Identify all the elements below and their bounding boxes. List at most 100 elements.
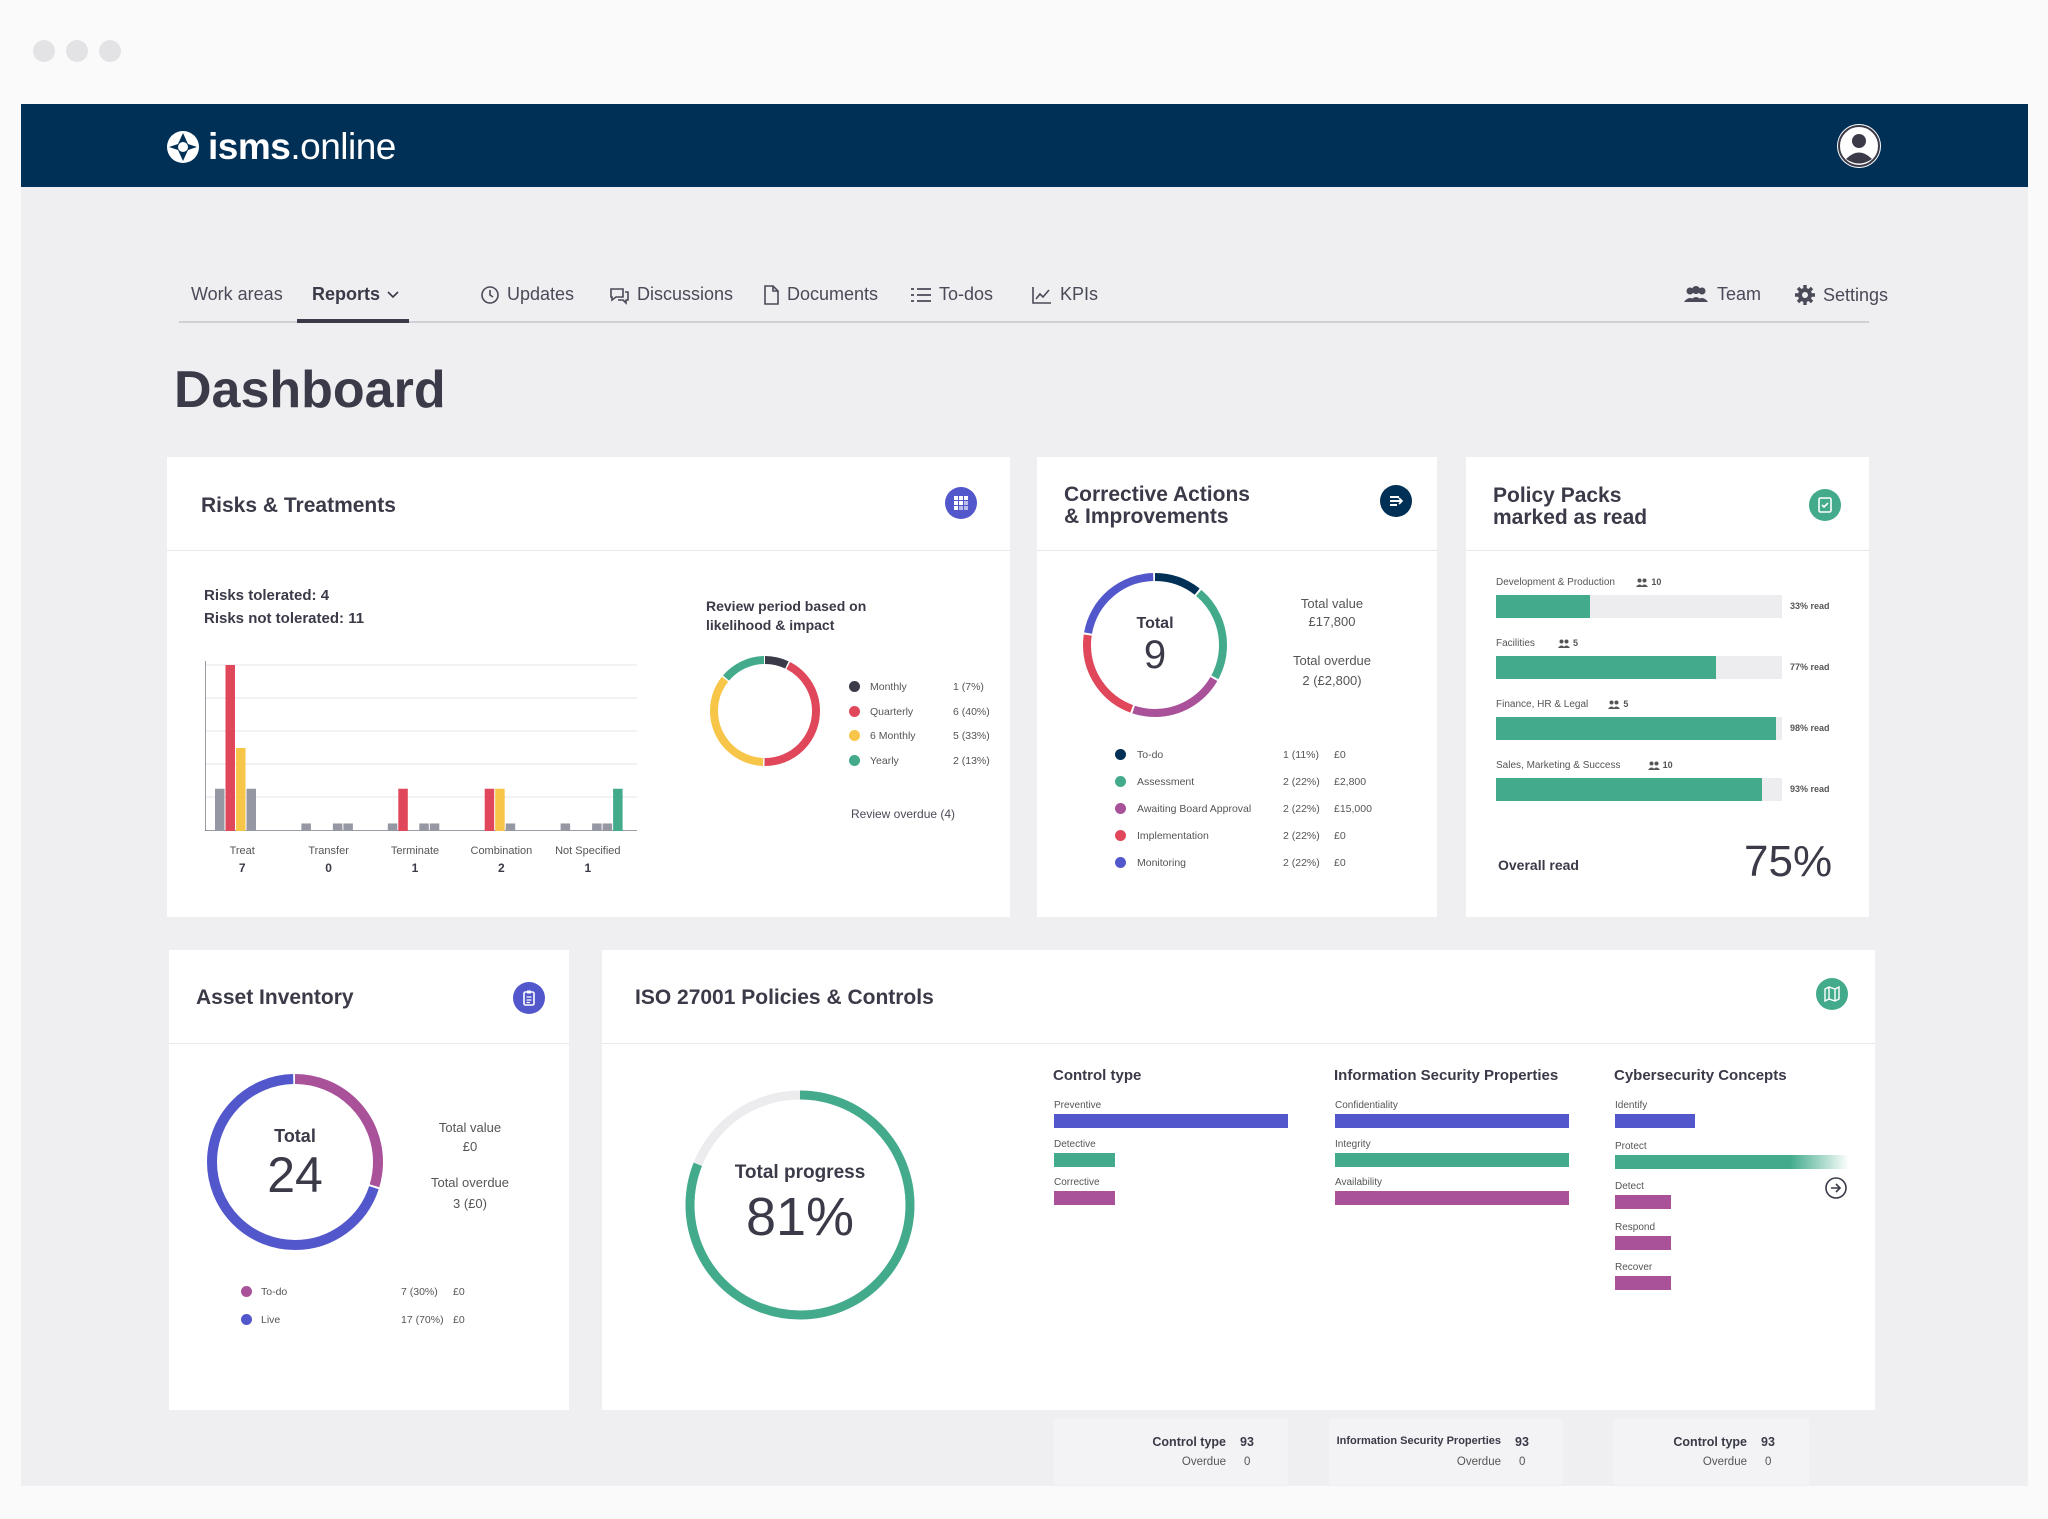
app-window: isms.online Work areas Reports Updates D…	[21, 104, 2028, 1486]
team-icon	[1636, 578, 1649, 587]
next-arrow-button[interactable]	[1824, 1176, 1848, 1205]
window-dot[interactable]	[33, 40, 55, 62]
nav-label: Discussions	[637, 284, 734, 304]
iso-breakdown-columns: Control type Preventive Detective Correctiv…	[602, 950, 1875, 1485]
control-bar[interactable]	[1054, 1114, 1288, 1128]
control-bar[interactable]	[1335, 1191, 1569, 1205]
policy-badge-icon[interactable]	[1809, 489, 1841, 521]
donut-total-label: Total	[1136, 615, 1174, 632]
read-percentage: 33% read	[1790, 601, 1830, 611]
total-overdue-value[interactable]: 3 (£0)	[453, 1196, 487, 1211]
control-bar[interactable]	[1615, 1195, 1672, 1209]
nav-documents[interactable]: Documents	[762, 284, 878, 305]
control-bar[interactable]	[1054, 1152, 1115, 1167]
nav-label: Team	[1717, 284, 1762, 304]
policy-pack-row[interactable]: Sales, Marketing & Success 10 93% read	[1466, 760, 1869, 816]
page-title: Dashboard	[174, 361, 446, 419]
asset-donut-chart	[207, 1074, 383, 1250]
summary-label: Control type	[1673, 1435, 1747, 1449]
nav-updates[interactable]: Updates	[480, 284, 574, 305]
total-overdue-value[interactable]: 2 (£2,800)	[1302, 673, 1362, 688]
overdue-label: Overdue	[1456, 1456, 1501, 1468]
clipboard-icon	[523, 990, 535, 1006]
nav-reports[interactable]: Reports	[312, 284, 399, 305]
nav-label: To-dos	[939, 284, 994, 304]
risk-bar	[387, 823, 398, 831]
nav-discussions[interactable]: Discussions	[608, 284, 733, 305]
progress-fill	[1496, 595, 1591, 618]
control-bar[interactable]	[1335, 1114, 1569, 1128]
nav-team[interactable]: Team	[1682, 284, 1761, 305]
column-title: Information Security Properties	[1334, 1067, 1559, 1084]
legend-value: £0	[453, 1286, 465, 1298]
asset-donut-segment	[207, 1074, 383, 1250]
iso-controls-card: ISO 27001 Policies & Controls Total prog…	[602, 950, 1875, 1485]
control-bar[interactable]	[1615, 1276, 1672, 1290]
nav-work-areas[interactable]: Work areas	[191, 284, 283, 305]
risk-bar	[419, 823, 429, 831]
card-header: Asset Inventory	[169, 950, 569, 1044]
legend-dot	[849, 730, 860, 741]
nav-settings[interactable]: Settings	[1794, 284, 1888, 306]
map-badge-icon[interactable]	[1816, 978, 1848, 1010]
clock-icon	[481, 285, 499, 304]
progress-label: Total progress	[734, 1162, 866, 1183]
donut-total-value: 9	[1143, 633, 1167, 677]
legend-dot	[241, 1286, 252, 1297]
category-total: 0	[325, 861, 332, 875]
bar-label: Detect	[1615, 1181, 1644, 1192]
column-title: Control type	[1053, 1067, 1142, 1084]
risks-card: Risks & Treatments Risks tolerated: 4 Ri…	[167, 457, 1010, 917]
team-icon	[1608, 700, 1621, 709]
card-header: Risks & Treatments	[167, 457, 1010, 551]
policy-pack-row[interactable]: Finance, HR & Legal 5 98% read	[1466, 699, 1869, 755]
control-bar[interactable]	[1615, 1154, 1849, 1169]
legend-dot	[1115, 776, 1126, 787]
window-dot[interactable]	[66, 40, 88, 62]
control-bar[interactable]	[1615, 1114, 1695, 1128]
control-bar[interactable]	[1615, 1235, 1672, 1250]
bar-label: Protect	[1615, 1140, 1647, 1152]
column-title: Cybersecurity Concepts	[1614, 1067, 1787, 1084]
policy-pack-row[interactable]: Development & Production 10 33% read	[1466, 577, 1869, 633]
review-title-line1: Review period based on	[706, 598, 867, 614]
bar-label: Recover	[1615, 1262, 1653, 1273]
legend-count: 2 (22%)	[1283, 857, 1320, 869]
document-icon	[764, 284, 779, 305]
legend-count: 2 (22%)	[1283, 776, 1320, 788]
review-donut-segment	[710, 656, 820, 766]
task-list-icon	[1390, 496, 1404, 506]
total-overdue-label: Total overdue	[430, 1175, 510, 1190]
risk-bar	[505, 823, 516, 831]
nav-label: Reports	[312, 284, 381, 304]
review-overdue-link[interactable]: Review overdue (4)	[851, 807, 956, 821]
grid-badge-icon[interactable]	[945, 487, 977, 519]
legend-value: 6 (40%)	[953, 705, 990, 718]
window-dot[interactable]	[99, 40, 121, 62]
legend-value: £0	[1334, 857, 1346, 869]
review-donut-segment	[710, 656, 820, 766]
overdue-value: 0	[1765, 1456, 1772, 1468]
nav-todos[interactable]: To-dos	[910, 284, 993, 305]
legend-label: Implementation	[1137, 830, 1209, 842]
control-bar[interactable]	[1054, 1191, 1115, 1205]
legend-label: Yearly	[870, 754, 899, 767]
summary-value: 93	[1240, 1435, 1254, 1449]
legend-dot	[849, 754, 860, 766]
legend-dot	[241, 1314, 252, 1325]
actions-badge-icon[interactable]	[1380, 485, 1412, 517]
risk-bar	[560, 823, 571, 831]
user-avatar[interactable]	[1837, 124, 1881, 168]
risk-bar	[602, 823, 613, 831]
policy-pack-row[interactable]: Facilities 5 77% read	[1466, 638, 1869, 694]
control-bar[interactable]	[1335, 1152, 1569, 1167]
legend-dot	[1115, 803, 1126, 814]
app-logo[interactable]: isms.online	[166, 126, 396, 168]
nav-kpis[interactable]: KPIs	[1031, 284, 1098, 305]
asset-badge-icon[interactable]	[513, 982, 545, 1014]
legend-dot	[1115, 830, 1126, 841]
review-legend: Monthly 1 (7%) Quarterly 6 (40%) 6 Monthly 5 …	[849, 681, 999, 781]
legend-count: 7 (30%)	[401, 1286, 438, 1298]
card-header: ISO 27001 Policies & Controls	[602, 950, 1875, 1044]
legend-value: 1 (7%)	[953, 681, 984, 693]
